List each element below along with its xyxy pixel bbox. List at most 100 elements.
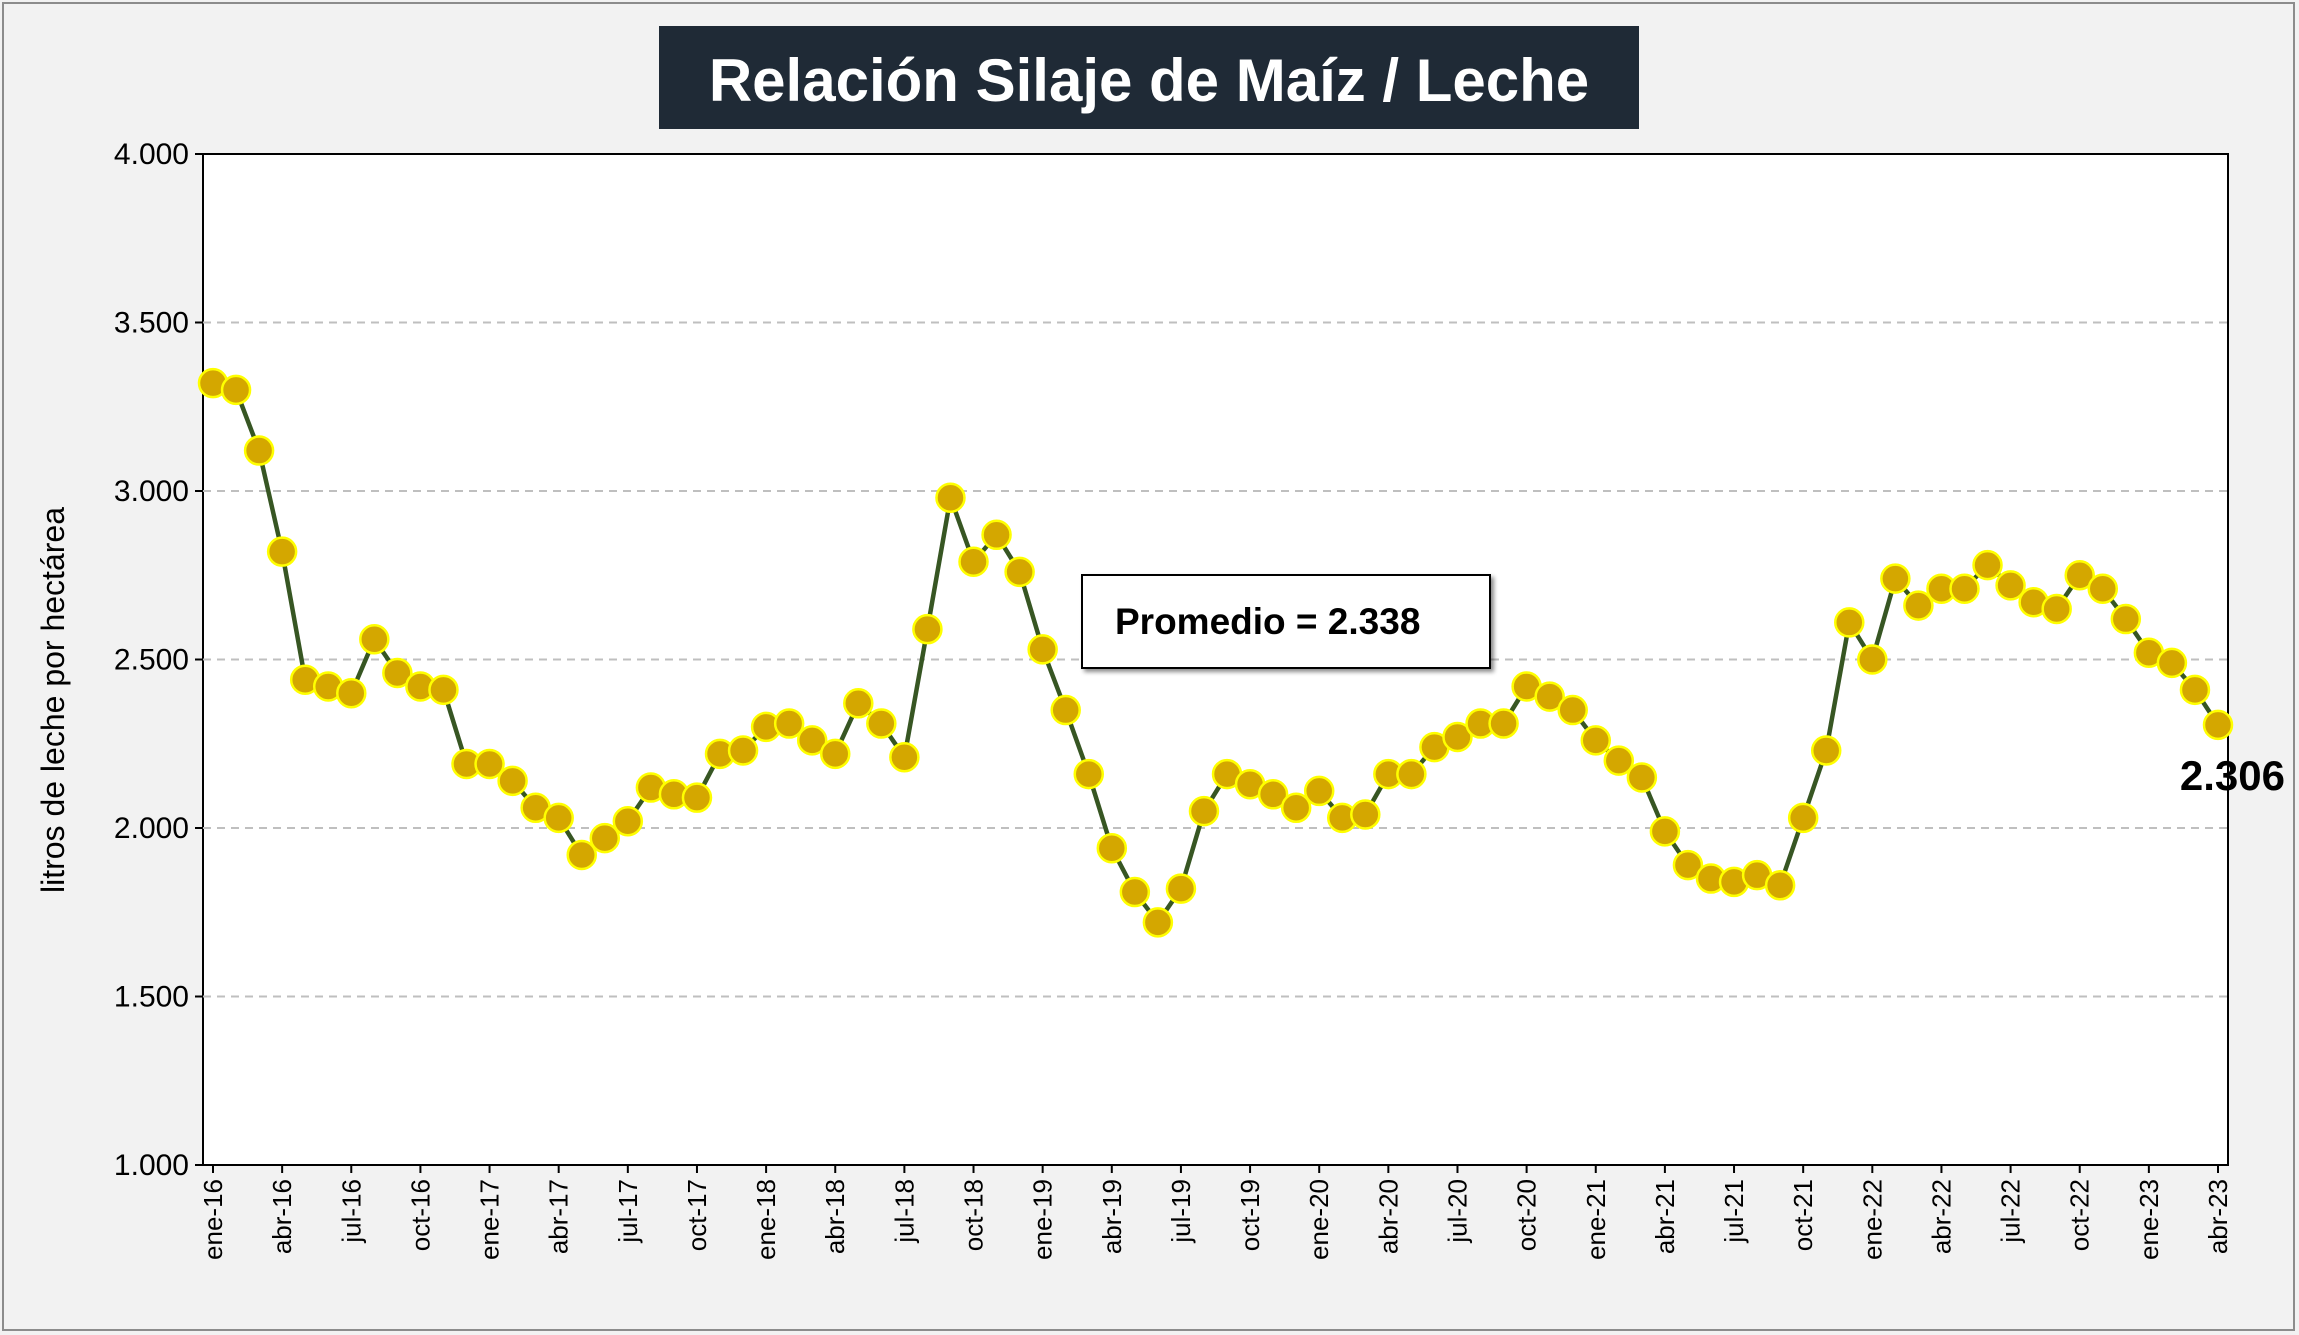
x-tick-label: ene-23 [2134, 1179, 2164, 1260]
x-axis-ticks: ene-16 abr-16 jul-16 oct-16 ene-17 abr-17 jul-… [198, 1165, 2233, 1260]
x-tick-label: oct-20 [1512, 1179, 1542, 1251]
data-point [1096, 832, 1128, 864]
x-tick-label: ene-22 [1857, 1179, 1887, 1260]
data-point [1580, 725, 1612, 756]
data-point [1810, 735, 1842, 766]
x-tick-label: oct-18 [959, 1179, 989, 1251]
data-point [589, 822, 621, 854]
data-point [1995, 570, 2026, 601]
data-point [819, 738, 851, 770]
data-point [474, 748, 505, 780]
data-point [497, 765, 528, 797]
data-point [336, 677, 367, 709]
y-tick-label: 1.000 [114, 1149, 189, 1182]
data-point [428, 674, 459, 706]
data-point [1027, 634, 1058, 665]
data-point [243, 435, 275, 466]
data-point [220, 374, 252, 406]
data-point [2202, 709, 2234, 741]
data-point [843, 688, 874, 719]
x-tick-label: jul-18 [889, 1179, 919, 1244]
data-point [773, 708, 805, 739]
data-point [958, 546, 989, 578]
x-tick-label: oct-21 [1788, 1179, 1818, 1251]
x-tick-label: ene-21 [1581, 1179, 1611, 1260]
data-point [681, 782, 713, 813]
x-tick-label: abr-23 [2203, 1179, 2233, 1254]
data-point [2110, 603, 2142, 635]
x-tick-label: abr-21 [1650, 1179, 1680, 1254]
x-tick-label: oct-16 [405, 1179, 435, 1251]
x-tick-label: ene-20 [1304, 1179, 1334, 1260]
x-tick-label: ene-19 [1028, 1179, 1058, 1260]
last-value-label: 2.306 [2180, 752, 2285, 799]
y-tick-label: 4.000 [114, 138, 189, 171]
chart-title: Relación Silaje de Maíz / Leche [709, 47, 1589, 114]
data-point [1603, 745, 1635, 776]
data-point [2041, 593, 2072, 625]
data-point [981, 519, 1012, 551]
x-tick-label: oct-19 [1235, 1179, 1265, 1251]
x-tick-label: oct-22 [2065, 1179, 2095, 1251]
data-point [1834, 607, 1865, 638]
data-point [935, 482, 966, 513]
data-point [2064, 560, 2095, 591]
series-markers [197, 367, 2234, 938]
y-tick-label: 1.500 [114, 981, 189, 1014]
data-point [1903, 590, 1934, 621]
y-axis-ticks: 1.000 1.500 2.000 2.500 3.000 3.500 4.000 [114, 138, 203, 1182]
data-point [1050, 694, 1081, 726]
gridlines [203, 321, 2228, 998]
data-point [1396, 758, 1427, 790]
data-point [889, 741, 920, 773]
data-point [1787, 802, 1819, 834]
x-tick-label: jul-21 [1719, 1179, 1749, 1244]
x-tick-label: jul-19 [1166, 1179, 1196, 1244]
data-point [1165, 873, 1197, 904]
data-point [1672, 849, 1704, 881]
data-point [1280, 792, 1312, 824]
data-point [1972, 549, 2003, 581]
y-tick-label: 2.000 [114, 812, 189, 845]
data-point [2179, 674, 2211, 706]
x-tick-label: abr-18 [820, 1179, 850, 1254]
data-point [1488, 708, 1519, 739]
y-tick-label: 3.500 [114, 307, 189, 340]
data-point [1073, 758, 1104, 790]
data-point [1188, 795, 1220, 827]
data-point [1350, 799, 1381, 830]
x-tick-label: ene-16 [198, 1179, 228, 1260]
y-tick-label: 2.500 [114, 644, 189, 677]
data-point [1442, 721, 1473, 753]
data-point [1626, 762, 1658, 793]
x-tick-label: abr-19 [1097, 1179, 1127, 1254]
data-point [912, 613, 943, 645]
average-annotation: Promedio = 2.338 [1115, 601, 1420, 642]
average-annotation-box [1081, 574, 1491, 669]
data-point [727, 735, 759, 766]
x-tick-label: abr-20 [1373, 1179, 1403, 1254]
data-point [1119, 876, 1151, 908]
data-point [1949, 573, 1980, 604]
data-point [566, 839, 597, 871]
data-point [266, 536, 298, 567]
data-point [1534, 681, 1565, 712]
data-point [1649, 816, 1681, 847]
data-point [2156, 647, 2188, 679]
data-point [612, 806, 644, 837]
x-tick-label: ene-18 [751, 1179, 781, 1260]
data-point [2087, 573, 2119, 604]
data-point [382, 657, 413, 689]
x-tick-label: jul-17 [613, 1179, 643, 1244]
x-tick-label: abr-22 [1926, 1179, 1956, 1254]
x-tick-label: abr-17 [544, 1179, 574, 1254]
data-point [1557, 694, 1588, 726]
x-tick-label: jul-22 [1996, 1179, 2026, 1244]
data-point [1880, 563, 1911, 594]
data-point [1257, 779, 1289, 810]
data-point [359, 624, 390, 655]
y-axis-label: litros de leche por hectárea [35, 507, 71, 893]
data-point [1857, 644, 1888, 675]
x-tick-label: jul-20 [1442, 1179, 1472, 1244]
